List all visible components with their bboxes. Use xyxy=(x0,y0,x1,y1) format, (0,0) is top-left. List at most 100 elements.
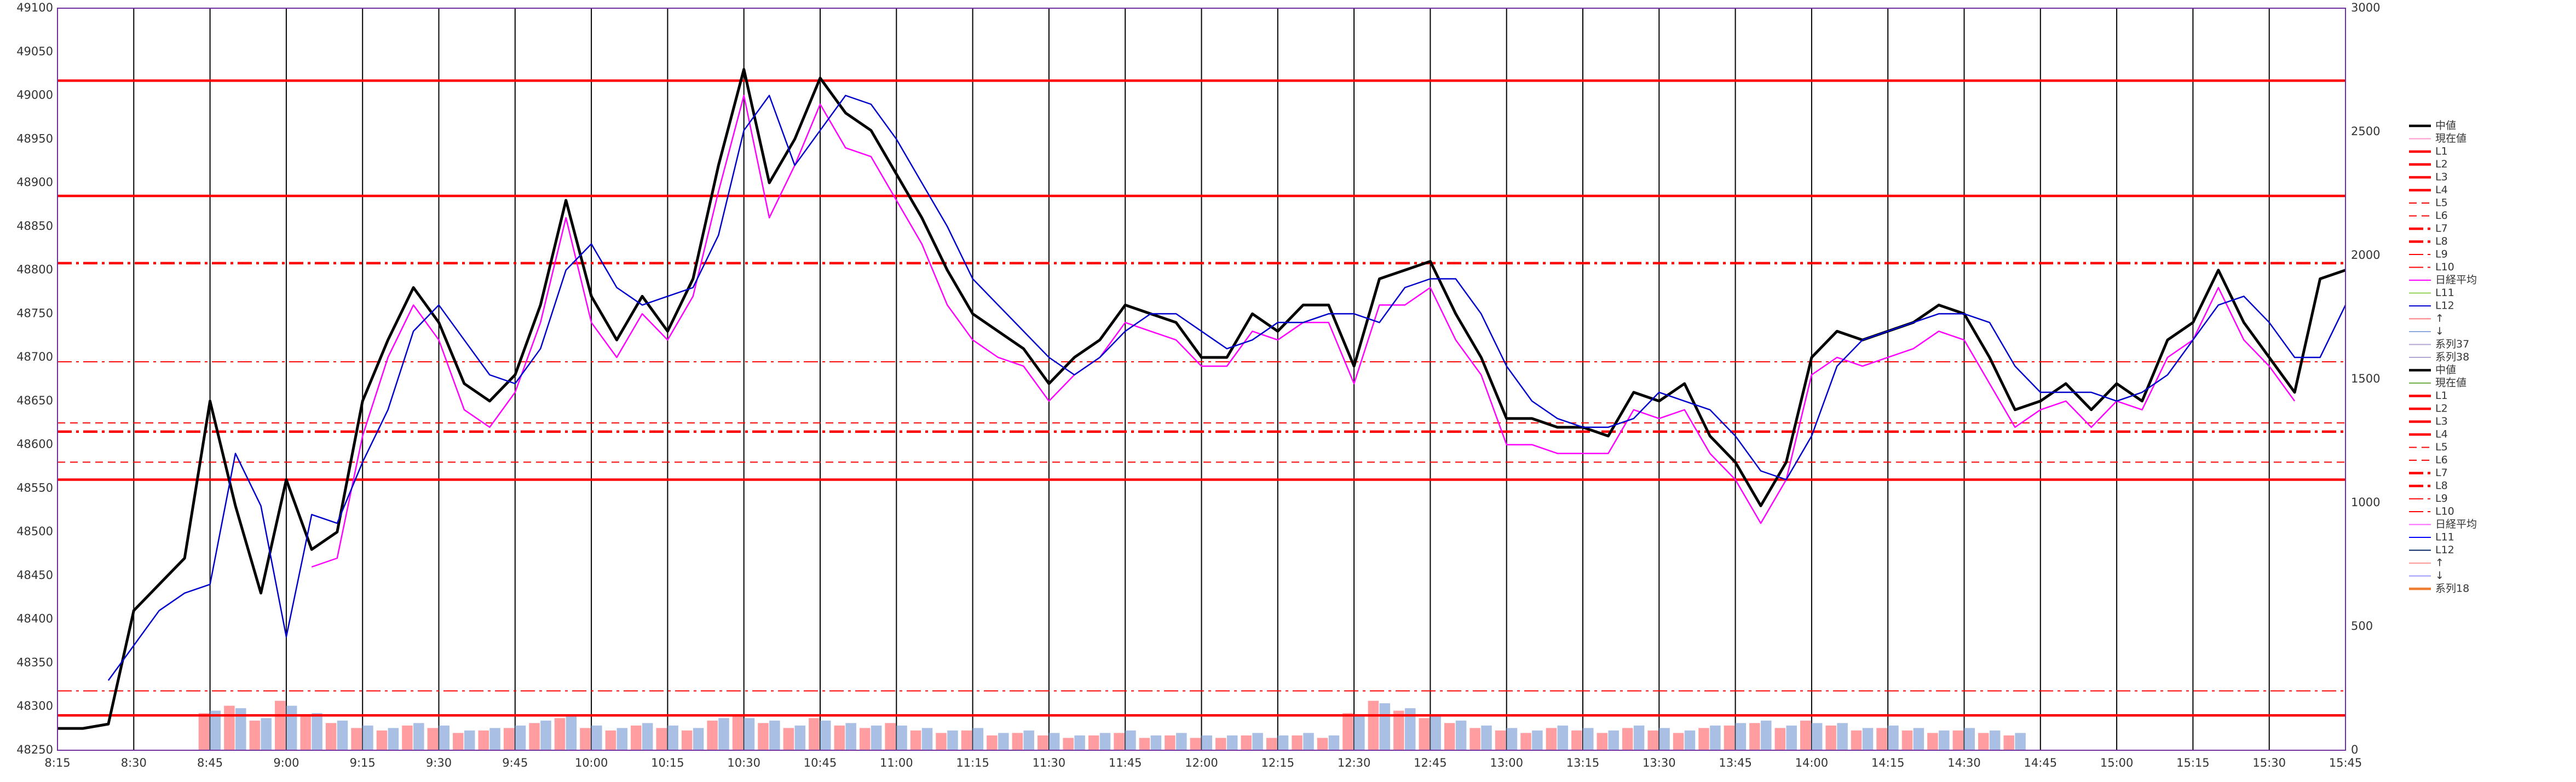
volume-bar xyxy=(1139,738,1150,750)
volume-bar xyxy=(2015,733,2026,750)
volume-bar xyxy=(478,730,489,750)
x-tick-label: 8:45 xyxy=(197,756,223,769)
volume-bar xyxy=(885,723,896,750)
volume-bar xyxy=(1622,728,1633,750)
x-tick-label: 14:30 xyxy=(1947,756,1981,769)
legend-label: 系列37 xyxy=(2435,338,2469,350)
volume-bar xyxy=(286,705,297,750)
volume-bar xyxy=(871,725,882,750)
x-tick-label: 14:15 xyxy=(1871,756,1905,769)
volume-bar xyxy=(503,728,515,750)
legend-label: L11 xyxy=(2435,287,2454,299)
legend-label: L6 xyxy=(2435,210,2448,222)
legend-label: L3 xyxy=(2435,415,2448,427)
x-tick-label: 13:30 xyxy=(1643,756,1676,769)
volume-bar xyxy=(198,713,210,750)
volume-bar xyxy=(718,718,729,750)
x-tick-label: 8:15 xyxy=(44,756,70,769)
legend-label: ↑ xyxy=(2435,312,2444,325)
x-tick-label: 11:45 xyxy=(1109,756,1142,769)
volume-bar xyxy=(961,730,972,750)
volume-bar xyxy=(1811,723,1823,750)
volume-bar xyxy=(1215,738,1226,750)
legend-label: L9 xyxy=(2435,248,2448,260)
legend-label: ↑ xyxy=(2435,557,2444,569)
volume-bar xyxy=(1583,728,1594,750)
volume-bar xyxy=(529,723,540,750)
legend-label: L9 xyxy=(2435,493,2448,505)
volume-bar xyxy=(1226,735,1238,750)
volume-bar xyxy=(1328,735,1340,750)
volume-bar xyxy=(1546,728,1557,750)
volume-bar xyxy=(1800,720,1811,750)
grid xyxy=(57,8,2346,750)
volume-bar xyxy=(402,725,413,750)
volume-bar xyxy=(1913,728,1924,750)
volume-bars xyxy=(198,700,2026,750)
volume-bar xyxy=(1532,730,1543,750)
volume-bar xyxy=(1939,730,1950,750)
series-lines xyxy=(57,68,2347,730)
volume-bar xyxy=(936,733,947,750)
legend-label: 現在値 xyxy=(2435,132,2466,144)
volume-bar xyxy=(1964,728,1975,750)
volume-bar xyxy=(300,715,311,750)
volume-bar xyxy=(566,715,577,750)
volume-bar xyxy=(783,728,794,750)
volume-bar xyxy=(605,730,616,750)
legend-label: 系列18 xyxy=(2435,583,2469,595)
legend-label: 日経平均 xyxy=(2435,518,2477,530)
y-tick-label: 48700 xyxy=(16,350,53,363)
volume-bar xyxy=(1710,725,1721,750)
volume-bar xyxy=(1684,730,1696,750)
y2-tick-label: 500 xyxy=(2351,619,2373,633)
x-tick-label: 10:30 xyxy=(727,756,760,769)
volume-bar xyxy=(1176,733,1187,750)
volume-bar xyxy=(489,728,500,750)
volume-bar xyxy=(769,720,780,750)
volume-bar xyxy=(896,725,907,750)
y-tick-label: 48350 xyxy=(16,656,53,669)
x-tick-label: 12:00 xyxy=(1185,756,1218,769)
volume-bar xyxy=(1673,733,1684,750)
volume-bar xyxy=(1063,738,1074,750)
volume-bar xyxy=(1597,733,1608,750)
volume-bar xyxy=(1393,710,1404,750)
level-lines xyxy=(57,79,2346,717)
x-tick-label: 9:30 xyxy=(426,756,452,769)
volume-bar xyxy=(275,700,286,750)
x-tick-label: 10:00 xyxy=(575,756,608,769)
volume-bar xyxy=(1419,718,1430,750)
volume-bar xyxy=(972,728,984,750)
volume-bar xyxy=(1088,735,1099,750)
x-tick-label: 8:30 xyxy=(121,756,147,769)
x-tick-label: 15:15 xyxy=(2176,756,2210,769)
x-tick-label: 15:45 xyxy=(2329,756,2362,769)
y-tick-label: 48950 xyxy=(16,132,53,145)
y-tick-label: 49100 xyxy=(16,1,53,14)
volume-bar xyxy=(845,723,856,750)
volume-bar xyxy=(616,728,628,750)
y-tick-label: 49000 xyxy=(16,89,53,102)
volume-bar xyxy=(1190,738,1201,750)
volume-bar xyxy=(1735,723,1747,750)
volume-bar xyxy=(1023,730,1034,750)
y2-tick-label: 2000 xyxy=(2351,248,2380,262)
volume-bar xyxy=(1012,733,1023,750)
volume-bar xyxy=(1125,730,1136,750)
legend-label: L6 xyxy=(2435,454,2448,466)
legend-label: L2 xyxy=(2435,158,2448,170)
legend-label: L3 xyxy=(2435,171,2448,183)
y-tick-label: 48550 xyxy=(16,481,53,494)
volume-bar xyxy=(1292,735,1303,750)
volume-bar xyxy=(2003,735,2014,750)
x-tick-label: 14:00 xyxy=(1795,756,1829,769)
y2-tick-label: 2500 xyxy=(2351,125,2380,138)
volume-bar xyxy=(1862,728,1874,750)
volume-bar xyxy=(388,728,399,750)
legend-label: 中値 xyxy=(2435,364,2456,376)
volume-bar xyxy=(1647,730,1658,750)
volume-bar xyxy=(1241,735,1252,750)
y2-tick-label: 3000 xyxy=(2351,1,2380,14)
